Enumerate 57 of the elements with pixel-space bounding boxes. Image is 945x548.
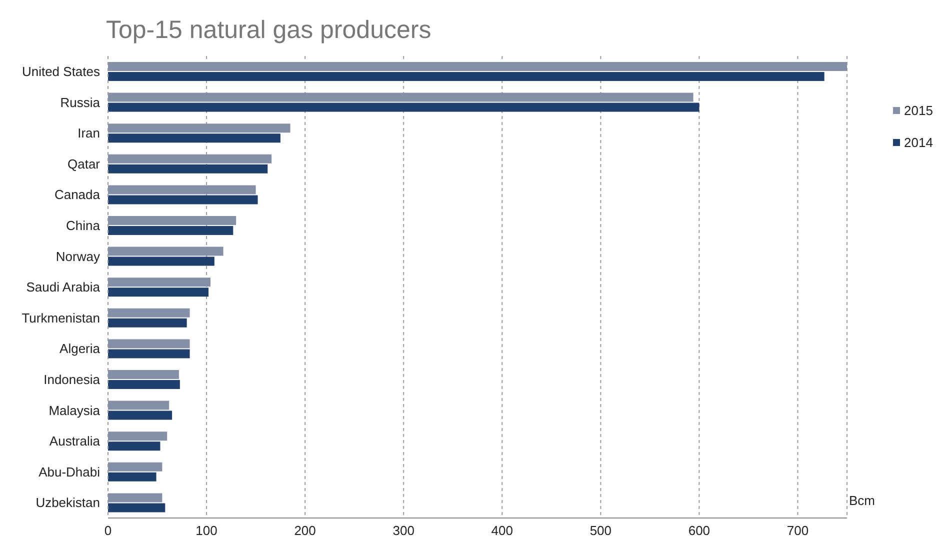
bar (108, 288, 209, 297)
y-tick-label: Australia (49, 434, 101, 449)
bar (108, 400, 170, 410)
bar (108, 308, 190, 318)
bar (108, 62, 847, 71)
x-tick-label: 600 (688, 523, 710, 538)
bar (108, 278, 210, 287)
x-tick-label: 500 (590, 523, 612, 538)
bar (108, 226, 234, 235)
bar (108, 349, 190, 358)
y-tick-label: Russia (60, 94, 101, 110)
bar (108, 72, 824, 81)
bar (108, 339, 190, 348)
bar (108, 185, 256, 194)
y-tick-label: Malaysia (48, 402, 101, 418)
x-tick-label: 200 (294, 523, 316, 538)
bar (108, 472, 156, 482)
bar (108, 124, 290, 133)
bar (108, 195, 258, 204)
bar (108, 462, 162, 472)
text: Bcm (849, 493, 875, 508)
y-tick-label: Abu-Dhabi (38, 464, 100, 480)
chart-title: Top-15 natural gas producers (106, 16, 432, 45)
bar (108, 216, 236, 225)
bar (108, 164, 268, 174)
y-tick-label: Uzbekistan (36, 495, 100, 510)
y-tick-label: China (66, 218, 101, 234)
bar (108, 154, 272, 164)
x-tick-label: 700 (786, 523, 809, 538)
y-tick-label: Turkmenistan (22, 310, 100, 326)
y-tick-label: Norway (56, 248, 100, 264)
bar (108, 493, 162, 502)
bar (108, 92, 694, 102)
legend-label: 2014 (904, 134, 933, 150)
bar (108, 370, 179, 379)
bar (108, 256, 214, 266)
y-tick-label: Indonesia (44, 372, 101, 388)
bar (108, 318, 187, 328)
bar (108, 503, 166, 512)
y-tick-label: Canada (54, 187, 101, 202)
bar (108, 442, 160, 451)
x-tick-label: 0 (104, 523, 112, 538)
bar (108, 134, 280, 143)
x-tick-label: 400 (491, 523, 513, 538)
y-tick-label: Algeria (60, 341, 101, 356)
legend-label: 2015 (904, 102, 933, 118)
x-tick-label: 300 (392, 523, 414, 538)
y-tick-label: United States (22, 64, 100, 80)
y-tick-label: Qatar (67, 156, 101, 172)
y-tick-label: Iran (78, 126, 100, 141)
bar (108, 102, 700, 112)
bar (108, 432, 168, 441)
bar (108, 410, 172, 420)
x-tick-label: 100 (196, 523, 218, 538)
bar (108, 380, 180, 389)
y-tick-label: Saudi Arabia (26, 280, 101, 295)
bar (108, 246, 224, 256)
